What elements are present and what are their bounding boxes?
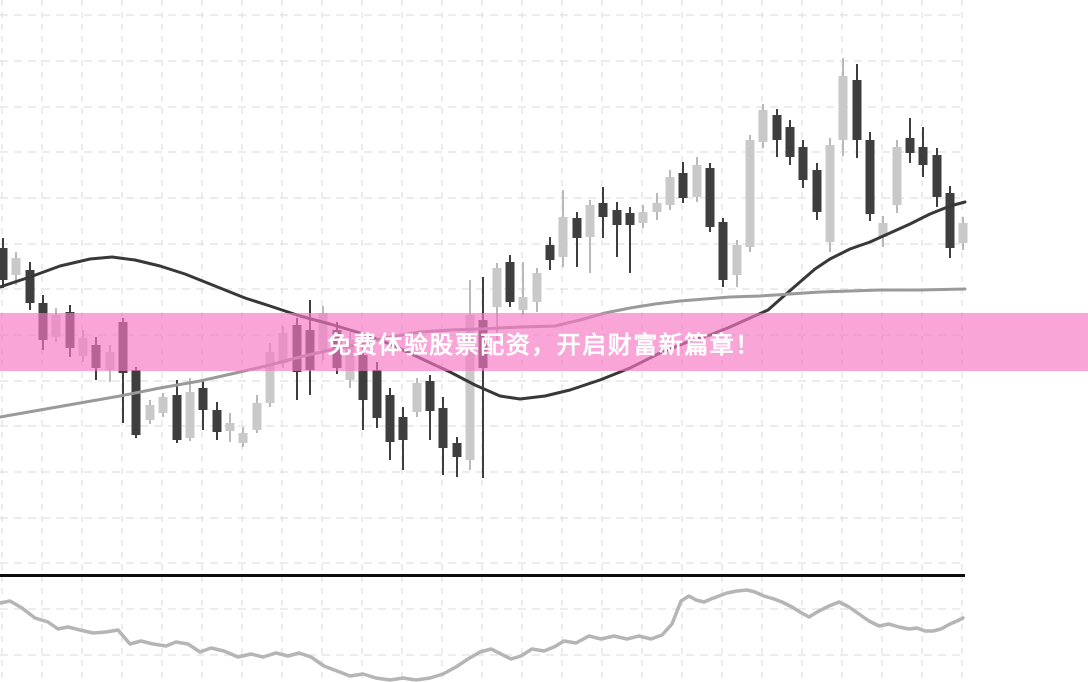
candle-down [945,193,955,248]
candle-up [185,392,195,438]
candle-up [732,245,742,275]
candle-down [545,245,555,260]
candle-down [425,381,435,411]
candle-down [678,173,688,198]
candle-down [812,170,822,212]
candle-up [558,217,568,257]
candle-up [758,110,768,142]
candle-down [172,395,182,440]
candle-down [131,370,141,435]
candle-down [705,168,715,227]
candle-up [825,145,835,242]
promo-banner[interactable]: 免费体验股票配资，开启财富新篇章！ [0,313,1088,371]
candle-up [692,165,702,197]
candle-up [225,423,235,431]
candle-up [532,273,542,302]
candle-down [385,395,395,442]
candle-up [638,212,648,223]
candle-down [358,355,368,400]
candle-up [585,205,595,237]
candle-up [745,140,755,247]
candle-down [438,408,448,448]
candle-up [652,203,662,212]
candle-up [465,315,475,460]
candle-up [492,268,502,307]
candle-down [625,213,635,225]
candle-down [25,270,35,303]
panel-separator [0,574,965,577]
candle-up [878,223,888,237]
candle-up [265,352,275,403]
candle-down [452,443,462,457]
candle-up [838,76,848,140]
candle-up [892,147,902,205]
candle-down [918,147,928,165]
candle-down [865,140,875,214]
candle-up [145,405,155,420]
candle-down [212,410,222,432]
candle-down [612,210,622,225]
candle-up [11,258,21,275]
candle-up [518,297,528,310]
candle-down [198,388,208,410]
candle-down [398,417,408,440]
candle-down [598,203,608,217]
candle-down [852,80,862,140]
candle-up [158,397,168,413]
candle-down [505,262,515,302]
candle-down [718,222,728,280]
candle-down [0,248,8,280]
ma-fast-dark-line [0,200,967,401]
momentum-line [0,588,965,682]
candle-down [372,370,382,418]
candle-up [958,223,968,243]
candle-down [572,218,582,238]
candle-down [932,155,942,197]
promo-banner-text: 免费体验股票配资，开启财富新篇章！ [327,331,761,359]
candle-up [252,403,262,430]
candle-down [772,115,782,140]
candle-down [785,127,795,157]
candle-down [798,147,808,180]
candle-down [905,138,915,153]
candle-up [412,383,422,412]
candle-up [238,433,248,443]
candle-up [665,177,675,205]
